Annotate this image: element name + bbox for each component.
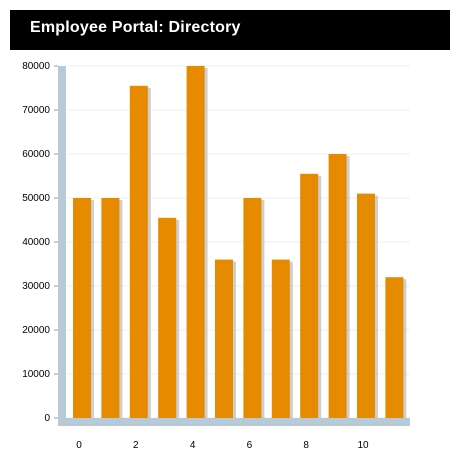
bar (129, 85, 148, 419)
bars (73, 66, 407, 419)
y-tick-label: 80000 (22, 61, 50, 72)
x-axis-band (58, 418, 410, 426)
bar (215, 259, 233, 418)
bar (186, 66, 205, 418)
y-tick-label: 30000 (22, 281, 50, 292)
y-tick-label: 60000 (22, 149, 50, 160)
x-tick-label: 10 (357, 440, 369, 451)
y-tick-label: 0 (44, 413, 50, 424)
bar (243, 198, 262, 418)
x-tick-labels: 0 2 4 6 8 10 (76, 440, 369, 451)
x-tick-label: 8 (303, 440, 309, 451)
bar (328, 154, 347, 418)
bar (385, 277, 404, 418)
page-title: Employee Portal: Directory (30, 19, 241, 36)
bar (357, 193, 375, 418)
bar (101, 198, 120, 418)
bar (73, 198, 91, 418)
header-bar: Employee Portal: Directory (10, 10, 450, 50)
y-axis-band (58, 66, 66, 426)
y-tick-label: 50000 (22, 193, 50, 204)
x-tick-label: 4 (190, 440, 196, 451)
bar (158, 217, 177, 418)
bar (300, 173, 319, 418)
bar (271, 259, 290, 418)
x-tick-label: 6 (247, 440, 253, 451)
y-tick-label: 10000 (22, 369, 50, 380)
x-tick-label: 0 (76, 440, 82, 451)
y-tick-label: 40000 (22, 237, 50, 248)
y-tick-label: 70000 (22, 105, 50, 116)
axes (54, 65, 410, 426)
x-tick-label: 2 (133, 440, 139, 451)
y-tick-label: 20000 (22, 325, 50, 336)
y-tick-labels: 0 10000 20000 30000 40000 50000 60000 70000 8000… (22, 61, 50, 424)
